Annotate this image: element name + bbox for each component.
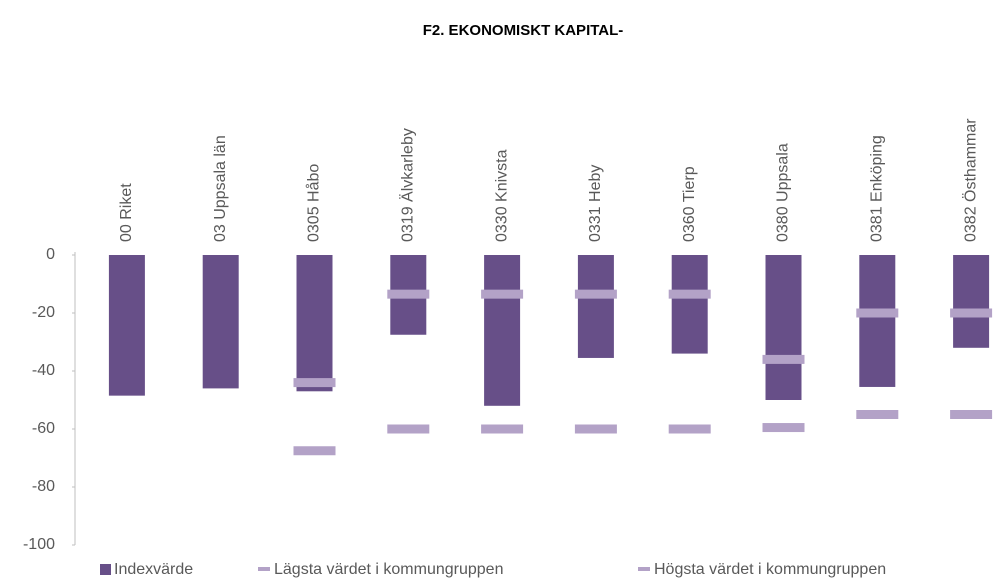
marker [762, 423, 805, 433]
marker [574, 289, 617, 299]
marker [293, 378, 336, 388]
legend-swatch [258, 567, 270, 571]
marker [574, 424, 617, 434]
x-tick-label: 03 Uppsala län [212, 135, 229, 242]
bar [859, 255, 896, 387]
marker [950, 410, 993, 419]
marker [481, 289, 524, 299]
marker [762, 354, 805, 364]
marker [387, 289, 430, 299]
x-tick-label: 0380 Uppsala [775, 143, 792, 242]
bar [108, 255, 145, 396]
x-tick-label: 00 Riket [118, 183, 135, 242]
marker [387, 424, 430, 434]
bar [484, 255, 521, 406]
y-tick-label: -100 [23, 536, 55, 553]
x-tick-label: 0381 Enköping [869, 135, 886, 242]
marker [856, 410, 899, 419]
bar [577, 255, 614, 358]
chart-title: F2. EKONOMISKT KAPITAL- [423, 22, 624, 39]
y-tick-label: -40 [32, 362, 55, 379]
x-tick-label: 0382 Östhammar [961, 118, 979, 242]
x-tick-label: 0331 Heby [587, 165, 604, 242]
bar [202, 255, 239, 389]
marker [293, 446, 336, 456]
y-tick-label: -20 [32, 304, 55, 321]
x-tick-label: 0330 Knivsta [493, 149, 510, 242]
legend-swatch [638, 567, 650, 571]
x-tick-label: 0360 Tierp [681, 166, 698, 242]
marker [481, 424, 524, 434]
legend-swatch [100, 564, 111, 575]
marker [668, 289, 711, 299]
marker [668, 424, 711, 434]
bar [765, 255, 802, 400]
x-tick-label: 0319 Älvkarleby [399, 128, 417, 242]
y-tick-label: 0 [46, 246, 55, 263]
bar [296, 255, 333, 392]
marker [856, 308, 899, 318]
bar [671, 255, 708, 354]
bar [953, 255, 990, 348]
y-tick-label: -80 [32, 478, 55, 495]
legend-label: Lägsta värdet i kommungruppen [274, 561, 503, 578]
x-tick-label: 0305 Håbo [305, 164, 323, 242]
legend-label: Högsta värdet i kommungruppen [654, 561, 886, 578]
y-tick-label: -60 [32, 420, 55, 437]
marker [950, 308, 993, 318]
legend-label: Indexvärde [114, 561, 193, 578]
